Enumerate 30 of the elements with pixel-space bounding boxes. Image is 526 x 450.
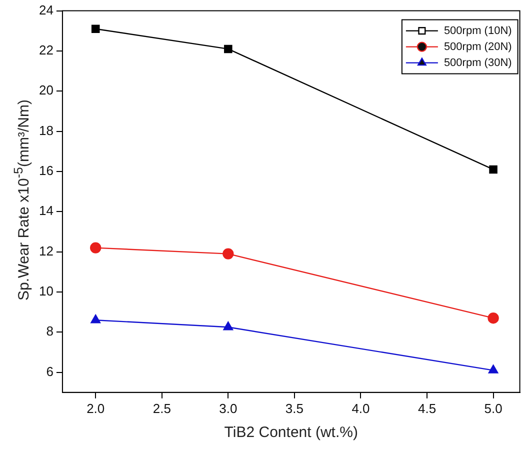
x-tick-label: 5.0 [484, 400, 502, 416]
x-axis-title: TiB2 Content (wt.%) [224, 424, 358, 442]
y-tick-label: 14 [38, 203, 54, 218]
x-tick-label: 4.0 [352, 400, 370, 416]
y-tick-label: 12 [38, 243, 54, 258]
x-tick-label: 3.0 [219, 400, 238, 416]
x-tick-label: 4.5 [418, 400, 436, 416]
point [223, 322, 234, 330]
point [222, 248, 234, 260]
y-tick-label: 16 [38, 163, 54, 178]
y-tick-label: 18 [38, 122, 54, 138]
x-tick-label: 3.5 [285, 400, 304, 416]
x-tick-label: 2.5 [152, 400, 171, 416]
point [489, 165, 498, 174]
point [224, 44, 232, 54]
y-tick-label: 22 [38, 42, 54, 58]
legend-label: 500rpm (20N) [444, 40, 512, 53]
x-tick-label: 2.0 [86, 400, 105, 416]
point [488, 364, 498, 374]
y-tick-label: 20 [38, 82, 54, 98]
point [90, 242, 102, 254]
legend-label: 500rpm (10N) [444, 24, 512, 37]
point [90, 314, 101, 324]
y-tick-label: 24 [38, 2, 54, 18]
point [91, 24, 100, 34]
point [488, 312, 499, 324]
y-tick-label: 8 [46, 324, 54, 339]
legend-label: 500rpm (30N) [444, 56, 512, 69]
y-tick-label: 6 [46, 364, 54, 379]
y-tick-label: 10 [38, 284, 54, 299]
